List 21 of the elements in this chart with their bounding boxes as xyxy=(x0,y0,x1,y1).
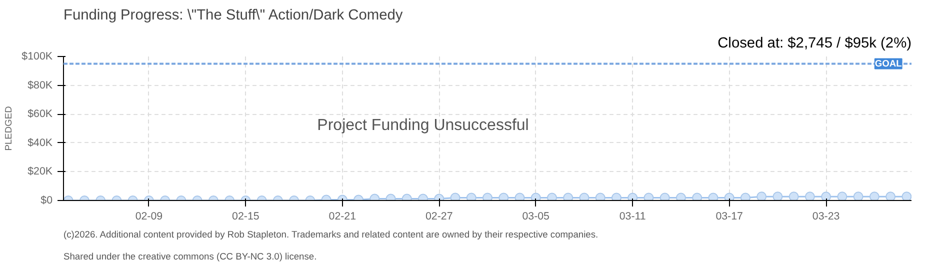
y-tick-label: $80K xyxy=(28,79,53,92)
x-tick-label: 03-17 xyxy=(716,210,744,222)
text: Shared under the creative commons (CC BY-NC 3.0) license. xyxy=(64,252,317,262)
annotation: Project Funding Unsuccessful xyxy=(317,117,529,134)
chart-title: Funding Progress: \"The Stuff\" Action/Dark Comedy xyxy=(64,8,404,24)
x-tick-label: 03-05 xyxy=(522,210,550,222)
y-tick-label: $0 xyxy=(40,194,53,206)
y-tick-label: $40K xyxy=(28,136,53,149)
x-tick-label: 03-11 xyxy=(619,210,646,222)
ref-line-label: GOAL xyxy=(874,58,902,69)
x-tick-label: 02-21 xyxy=(328,210,356,222)
y-tick-label: $100K xyxy=(22,50,53,62)
x-tick-label: 03-23 xyxy=(812,210,840,222)
y-tick-label: $60K xyxy=(28,108,53,120)
y-tick-label: $20K xyxy=(28,166,53,178)
text: (c)2026. Additional content provided by Rob Stapleton. Trademarks and related content are owned by their respective companies. xyxy=(64,230,598,240)
y-axis-title: PLEDGED xyxy=(4,106,14,151)
chart-subtitle: Closed at: $2,745 / $95k (2%) xyxy=(718,36,912,52)
x-tick-label: 02-15 xyxy=(232,210,260,222)
x-tick-label: 02-27 xyxy=(426,210,453,222)
x-tick-label: 02-09 xyxy=(135,210,163,222)
